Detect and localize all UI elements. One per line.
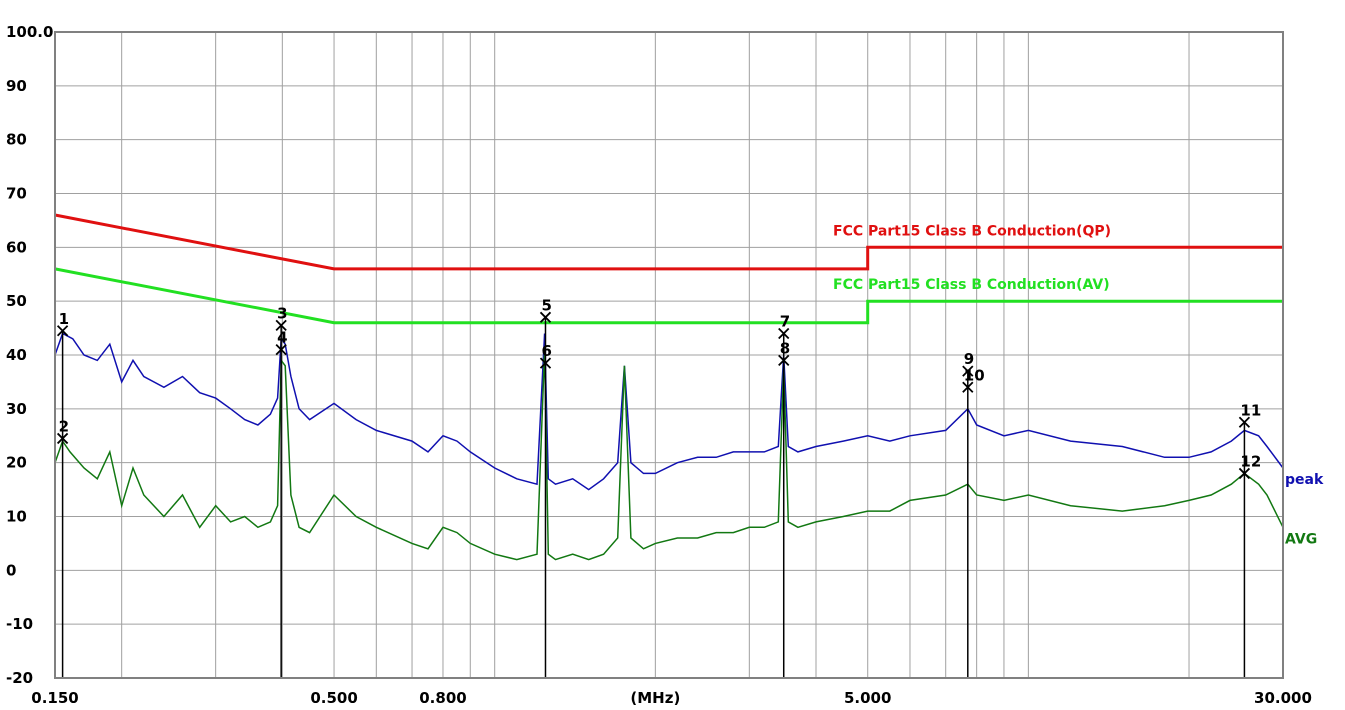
marker-label: 7 — [780, 312, 790, 330]
marker-label: 9 — [964, 350, 974, 368]
data-series: peak AVG — [54, 332, 1324, 561]
marker-label: 10 — [964, 366, 985, 384]
x-tick-label: 0.800 — [419, 689, 466, 707]
marker-x — [962, 365, 974, 377]
x-tick-label: (MHz) — [630, 689, 680, 707]
y-tick-label: -10 — [6, 615, 33, 633]
marker-x — [778, 327, 790, 340]
x-tick-label: 0.150 — [31, 689, 78, 707]
marker-x — [56, 432, 69, 445]
marker-x — [539, 311, 552, 323]
series-label: peak — [1285, 472, 1324, 488]
marker-label: 6 — [541, 342, 551, 360]
marker-label: 3 — [277, 304, 287, 322]
marker-x — [275, 343, 287, 356]
limit-line-label: FCC Part15 Class B Conduction(QP) — [833, 223, 1111, 239]
y-tick-label: 40 — [6, 346, 27, 364]
grid — [55, 31, 1283, 679]
x-tick-label: 5.000 — [844, 689, 891, 707]
marker-label: 8 — [780, 339, 790, 357]
marker-label: 4 — [277, 329, 287, 347]
limit-line — [54, 267, 1283, 325]
y-tick-label: 0 — [6, 561, 16, 579]
y-tick-label: 100.0 — [6, 23, 53, 41]
marker-x — [778, 354, 790, 367]
limit-line-label: FCC Part15 Class B Conduction(AV) — [833, 277, 1110, 293]
marker-label: 2 — [59, 417, 69, 435]
x-tick-label: 30.000 — [1254, 689, 1312, 707]
marker-x — [962, 381, 974, 393]
y-tick-label: 90 — [6, 77, 27, 95]
series-label: AVG — [1285, 531, 1317, 547]
y-tick-label: 60 — [6, 238, 27, 256]
y-tick-label: 70 — [6, 185, 27, 203]
series-line — [54, 332, 1284, 491]
y-tick-label: 20 — [6, 454, 27, 472]
y-tick-label: -20 — [6, 669, 33, 687]
x-tick-label: 0.500 — [310, 689, 357, 707]
marker-label: 5 — [541, 296, 551, 314]
marker-label: 11 — [1240, 401, 1261, 419]
y-tick-label: 50 — [6, 292, 27, 310]
limit-lines: FCC Part15 Class B Conduction(QP) FCC Par… — [54, 213, 1283, 325]
limit-line — [54, 213, 1283, 271]
series-line — [54, 349, 1284, 561]
marker-x — [539, 357, 552, 369]
marker-x — [275, 319, 287, 332]
marker-label: 12 — [1240, 452, 1261, 470]
y-tick-label: 80 — [6, 131, 27, 149]
x-tick-labels: 0.150 0.500 0.800 (MHz) 5.000 30.000 — [31, 689, 1312, 707]
marker-label: 1 — [59, 310, 69, 328]
y-tick-label: 10 — [6, 508, 27, 526]
marker-x — [1238, 416, 1251, 428]
y-tick-labels: 100.0 90 80 70 60 50 40 30 20 10 0 -10 -20 — [6, 23, 53, 687]
marker-x — [56, 325, 69, 337]
y-tick-label: 30 — [6, 400, 27, 418]
plot-frame — [54, 31, 1284, 679]
marker-x — [1238, 467, 1251, 480]
